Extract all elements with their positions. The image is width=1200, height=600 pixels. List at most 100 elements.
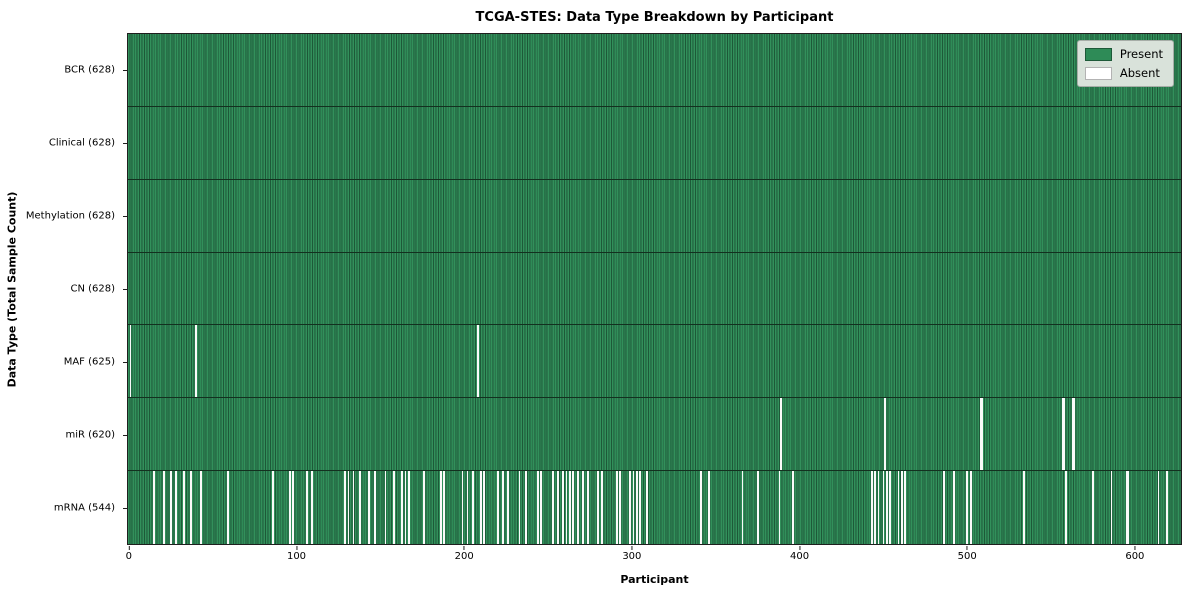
absent-stripe: [384, 471, 387, 544]
absent-stripe: [557, 471, 560, 544]
absent-stripe: [476, 325, 479, 398]
absent-stripe: [639, 471, 642, 544]
x-tick-300: 300: [622, 546, 641, 562]
x-tick-0: 0: [126, 546, 132, 562]
absent-stripe: [969, 471, 972, 544]
y-tick-mark: [123, 289, 127, 290]
legend-swatch-present: [1084, 47, 1112, 61]
absent-stripe: [501, 471, 504, 544]
absent-stripe: [537, 471, 539, 544]
y-tick-mark: [123, 361, 127, 363]
y-tick-mark: [123, 143, 127, 145]
absent-stripe: [408, 471, 410, 544]
x-tick-mark: [631, 546, 633, 550]
absent-stripe: [292, 471, 295, 544]
absent-stripe: [200, 471, 202, 544]
absent-stripe: [352, 471, 355, 544]
absent-stripe: [163, 471, 165, 544]
absent-stripe: [359, 471, 362, 544]
plot-area: Present Absent: [127, 33, 1182, 545]
absent-stripe: [791, 471, 794, 544]
x-tick-400: 400: [790, 546, 809, 562]
absent-stripe: [1065, 471, 1068, 544]
absent-stripe: [1110, 471, 1113, 544]
absent-stripe: [885, 471, 888, 544]
absent-stripe: [288, 471, 291, 544]
absent-stripe: [195, 325, 197, 398]
absent-stripe: [367, 471, 370, 544]
absent-stripe: [483, 471, 486, 544]
absent-stripe: [392, 471, 395, 544]
y-tick-mark: [123, 434, 127, 436]
absent-stripe: [708, 471, 710, 544]
x-tick-mark: [128, 546, 130, 550]
plot-row-MAF: [128, 325, 1181, 399]
plot-row-BCR: [128, 34, 1181, 107]
absent-stripe: [552, 471, 555, 544]
x-tick-mark: [799, 546, 801, 550]
legend-label-absent: Absent: [1119, 66, 1160, 80]
x-tick-200: 200: [455, 546, 474, 562]
absent-stripe: [741, 471, 744, 544]
absent-stripe: [183, 471, 186, 544]
y-tick-mark: [123, 216, 127, 218]
absent-stripe: [619, 471, 622, 544]
absent-stripe: [600, 471, 603, 544]
absent-stripe: [169, 471, 172, 544]
absent-stripe: [153, 471, 155, 544]
plot-row-Methylation: [128, 179, 1181, 253]
x-tick-label: 500: [957, 551, 977, 562]
absent-stripe: [480, 471, 482, 544]
absent-stripe: [572, 471, 575, 544]
absent-stripe: [952, 471, 955, 544]
absent-stripe: [646, 471, 648, 544]
y-tick-mark: [123, 507, 127, 509]
legend-swatch-absent: [1084, 66, 1112, 80]
absent-stripe: [568, 471, 571, 544]
absent-stripe: [506, 471, 509, 544]
x-tick-label: 600: [1125, 551, 1145, 562]
legend-label-present: Present: [1119, 47, 1163, 61]
y-tick-label-MAF: MAF (625): [63, 356, 115, 368]
absent-stripe: [981, 398, 984, 471]
absent-stripe: [582, 471, 585, 544]
absent-stripe: [1023, 471, 1026, 544]
plot-row-mRNA: [128, 471, 1181, 544]
x-tick-label: 100: [286, 551, 307, 562]
absent-stripe: [884, 398, 886, 471]
absent-stripe: [461, 471, 464, 544]
x-tick-label: 300: [622, 551, 642, 562]
absent-stripe: [632, 471, 635, 544]
absent-stripe: [466, 471, 469, 544]
absent-stripe: [226, 471, 229, 544]
chart-title: TCGA-STES: Data Type Breakdown by Partic…: [475, 10, 834, 25]
absent-stripe: [778, 471, 781, 544]
absent-stripe: [518, 471, 521, 544]
absent-stripe: [129, 325, 132, 398]
absent-stripe: [272, 471, 274, 544]
absent-stripe: [897, 471, 900, 544]
y-tick-mark: [123, 70, 127, 72]
absent-stripe: [1125, 471, 1128, 544]
plot-row-miR: [128, 398, 1181, 472]
absent-stripe: [587, 471, 590, 544]
absent-stripe: [882, 471, 885, 544]
absent-stripe: [423, 471, 425, 544]
x-tick-label: 0: [125, 551, 133, 562]
absent-stripe: [174, 471, 177, 544]
absent-stripe: [979, 398, 982, 471]
absent-stripe: [1092, 471, 1094, 544]
absent-stripe: [443, 471, 446, 544]
absent-stripe: [540, 471, 543, 544]
x-tick-mark: [966, 546, 968, 550]
x-tick-500: 500: [958, 546, 977, 562]
absent-stripe: [347, 471, 350, 544]
x-tick-mark: [296, 546, 297, 550]
absent-stripe: [374, 471, 377, 544]
absent-stripe: [1127, 471, 1130, 544]
x-tick-label: 400: [789, 551, 810, 562]
absent-stripe: [756, 471, 759, 544]
legend-entry-absent: Absent: [1084, 66, 1163, 80]
x-tick-mark: [1134, 546, 1136, 550]
